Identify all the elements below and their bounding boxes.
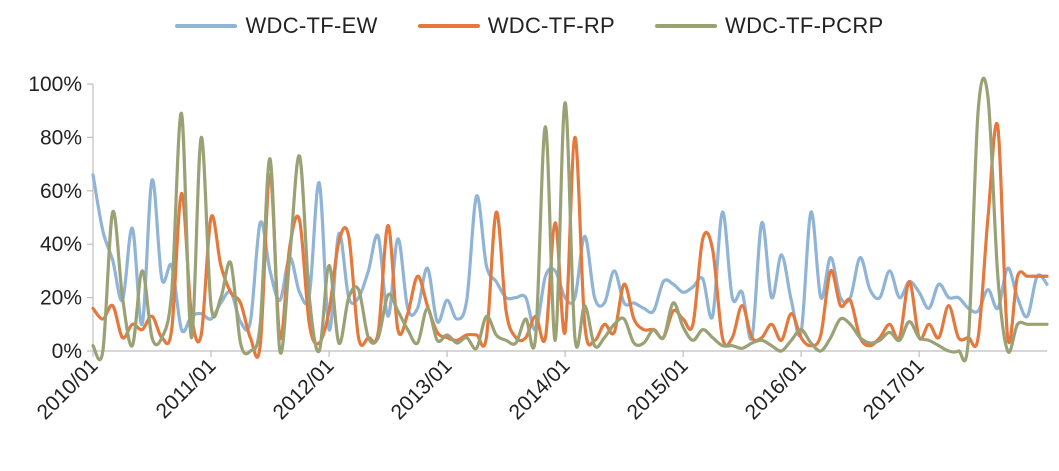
x-tick-label: 2012/01 <box>269 354 339 424</box>
legend-item-rp: WDC-TF-RP <box>417 13 616 39</box>
x-tick-label: 2013/01 <box>387 354 457 424</box>
legend-label-pcrp: WDC-TF-PCRP <box>725 13 884 38</box>
legend-item-pcrp: WDC-TF-PCRP <box>655 13 884 39</box>
x-tick-label: 2016/01 <box>741 354 811 424</box>
x-tick-label: 2011/01 <box>152 354 221 423</box>
x-tick-label: 2017/01 <box>859 354 929 424</box>
y-tick-label: 20% <box>40 287 82 310</box>
legend-label-rp: WDC-TF-RP <box>487 13 616 38</box>
series-line-wdc-tf-pcrp <box>91 76 1049 363</box>
chart-legend: WDC-TF-EW WDC-TF-RP WDC-TF-PCRP <box>0 8 1059 44</box>
y-tick-label: 60% <box>40 180 82 203</box>
x-tick-label: 2014/01 <box>505 354 575 424</box>
x-tick-label: 2015/01 <box>623 354 693 424</box>
series-line-wdc-tf-rp <box>91 122 1049 359</box>
y-tick-label: 0% <box>52 340 82 363</box>
legend-label-ew: WDC-TF-EW <box>245 13 378 38</box>
y-tick-label: 40% <box>40 233 82 256</box>
legend-item-ew: WDC-TF-EW <box>175 13 377 39</box>
y-tick-label: 100% <box>28 73 82 96</box>
y-tick-label: 80% <box>40 126 82 149</box>
x-tick-label: 2010/01 <box>33 354 103 424</box>
legend-swatch-rp <box>417 24 480 28</box>
legend-swatch-ew <box>175 24 238 28</box>
legend-swatch-pcrp <box>655 24 718 28</box>
